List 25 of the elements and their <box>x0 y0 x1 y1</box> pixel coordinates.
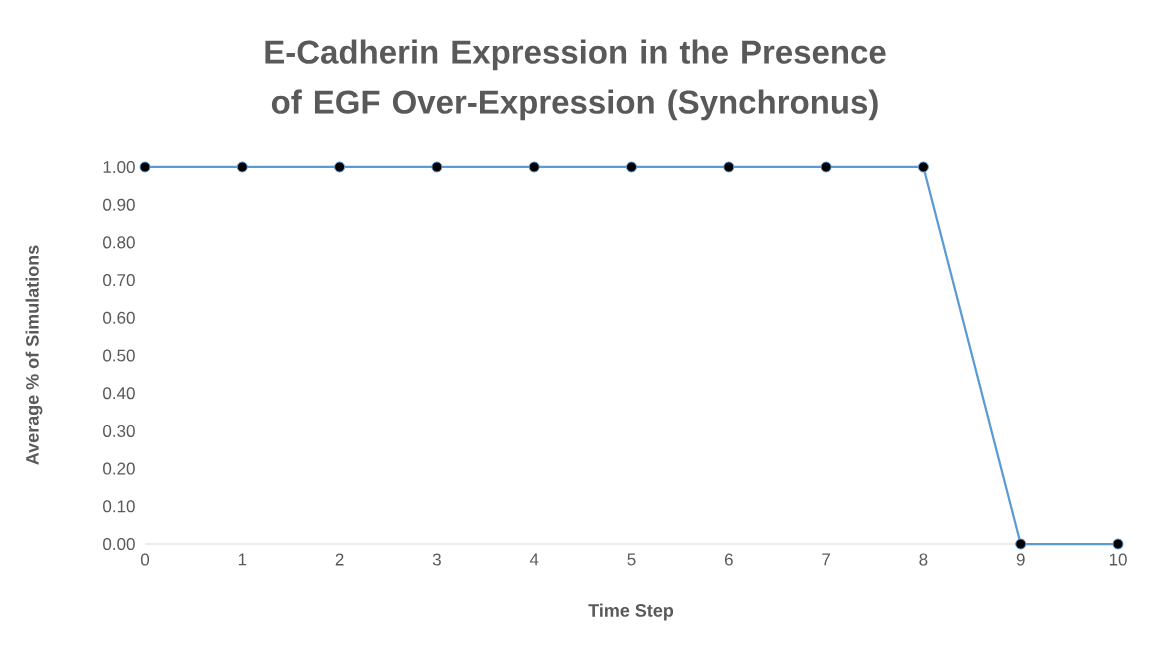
x-tick-label: 8 <box>919 553 928 566</box>
y-tick-label: 0.60 <box>103 311 135 324</box>
x-tick-label: 3 <box>432 553 441 566</box>
y-tick-label: 0.10 <box>103 500 135 513</box>
chart-title: E-Cadherin Expression in the Presence of EGF Over-Expression (Synchronus) <box>265 39 886 121</box>
y-tick-label: 0.80 <box>103 236 135 249</box>
y-axis-title: Average % of Simulations <box>25 245 43 465</box>
x-tick-label: 6 <box>724 553 733 566</box>
y-tick-label: 0.20 <box>103 462 135 475</box>
y-tick-label: 0.30 <box>103 424 135 437</box>
x-axis-title: Time Step <box>588 603 674 621</box>
x-tick-label: 10 <box>1109 553 1127 566</box>
x-tick-label: 7 <box>822 553 830 566</box>
x-tick-label: 0 <box>140 553 150 566</box>
x-tick-label: 1 <box>238 553 247 566</box>
x-tick-label: 9 <box>1016 553 1025 566</box>
y-tick-label: 0.00 <box>103 537 135 551</box>
y-tick-label: 1.00 <box>103 160 135 174</box>
x-tick-label: 4 <box>529 553 539 566</box>
y-tick-label: 0.70 <box>103 274 135 287</box>
y-tick-label: 0.40 <box>103 387 135 400</box>
y-tick-label: 0.90 <box>103 198 135 211</box>
x-tick-label: 2 <box>335 553 344 566</box>
x-tick-label: 5 <box>627 553 636 566</box>
y-tick-label: 0.50 <box>103 349 135 362</box>
